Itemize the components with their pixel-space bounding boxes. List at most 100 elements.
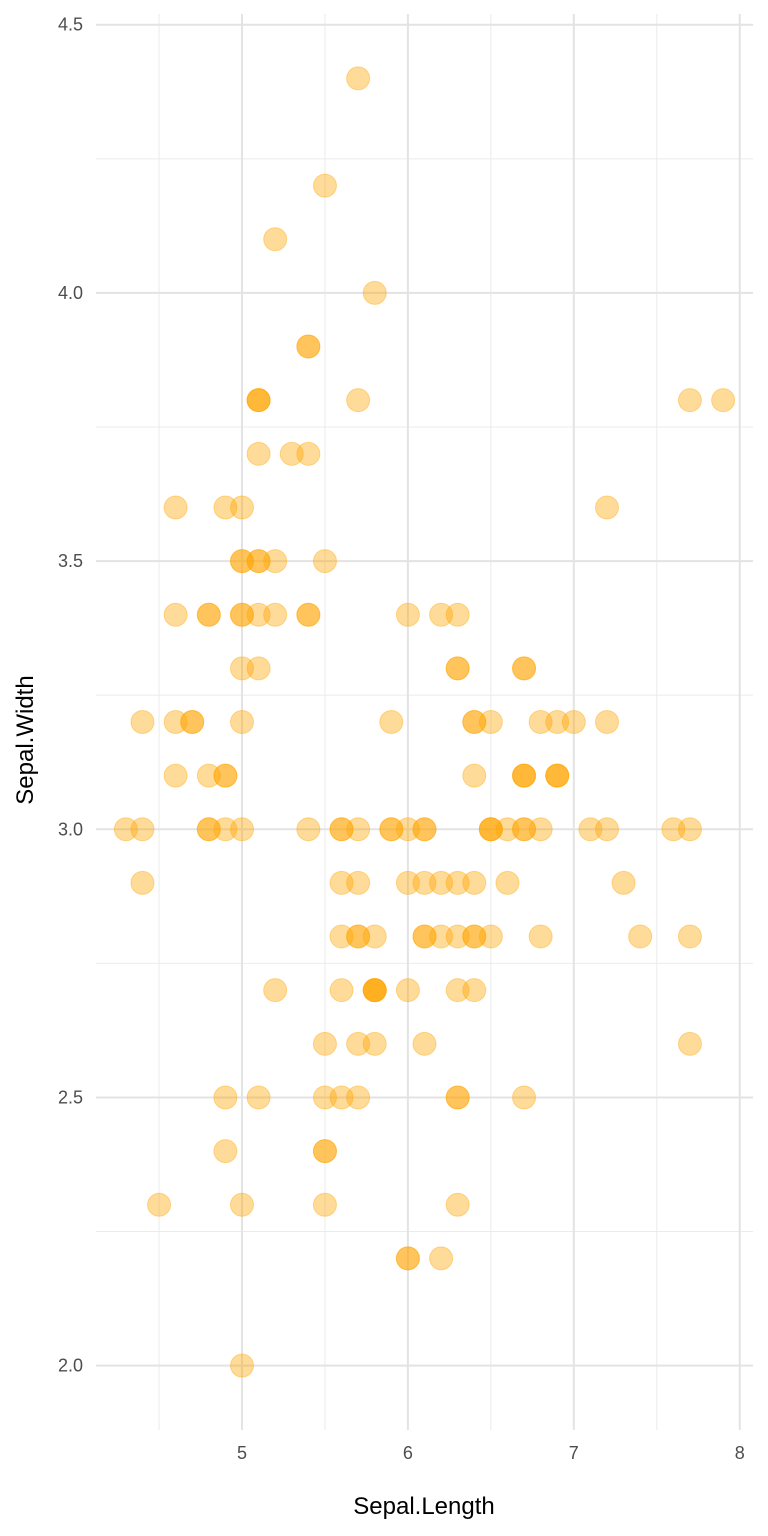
data-point (628, 924, 653, 949)
data-point (445, 870, 470, 895)
x-tick-label: 6 (403, 1443, 413, 1463)
data-point (230, 602, 254, 627)
data-point (395, 1246, 420, 1271)
data-point (329, 817, 354, 842)
data-point (180, 710, 205, 734)
x-axis-tick-labels: 5 6 7 8 (237, 1443, 745, 1463)
data-point (512, 763, 537, 788)
data-point (545, 763, 570, 788)
data-point (677, 388, 702, 413)
data-point (395, 1246, 420, 1271)
data-point (528, 817, 553, 842)
data-point (147, 1192, 172, 1217)
data-point (346, 817, 371, 842)
data-point (545, 763, 570, 788)
x-tick-label: 8 (735, 1443, 745, 1463)
data-point (346, 388, 371, 413)
y-axis-tick-labels: 2.0 2.5 3.0 3.5 4.0 4.5 (58, 15, 83, 1376)
data-point (296, 602, 321, 627)
data-point (263, 227, 288, 252)
data-point (163, 763, 188, 788)
data-point (346, 870, 371, 895)
data-point (445, 656, 470, 681)
data-point (346, 924, 371, 949)
data-point (230, 1192, 254, 1217)
data-point (478, 924, 503, 949)
data-point (362, 280, 387, 305)
data-point (512, 763, 537, 788)
data-point (445, 1085, 470, 1110)
data-point (246, 388, 271, 413)
data-point (230, 817, 254, 842)
data-point (263, 978, 288, 1003)
data-points (113, 66, 736, 1378)
data-point (379, 710, 404, 734)
data-point (395, 870, 420, 895)
data-point (445, 602, 470, 627)
data-point (512, 763, 537, 788)
data-point (512, 817, 537, 842)
data-point (495, 817, 520, 842)
data-point (445, 978, 470, 1003)
data-point (296, 334, 321, 359)
data-point (445, 1192, 470, 1217)
data-point (362, 978, 387, 1003)
data-point (246, 388, 271, 413)
data-point (478, 817, 503, 842)
data-point (346, 924, 371, 949)
data-point (213, 763, 238, 788)
data-point (213, 495, 238, 520)
data-point (462, 710, 487, 734)
data-point (196, 817, 221, 842)
data-point (412, 924, 437, 949)
data-point (312, 1085, 337, 1110)
data-point (312, 173, 337, 198)
data-point (196, 817, 221, 842)
data-point (163, 495, 188, 520)
data-point (395, 978, 420, 1003)
data-point (246, 602, 271, 627)
data-point (329, 978, 354, 1003)
data-point (711, 388, 736, 413)
data-point (379, 817, 404, 842)
data-point (561, 710, 586, 734)
data-point (595, 817, 619, 842)
data-point (429, 602, 454, 627)
data-point (312, 1192, 337, 1217)
data-point (478, 710, 503, 734)
data-point (263, 549, 288, 574)
data-point (296, 441, 321, 466)
data-point (230, 710, 254, 734)
data-point (163, 710, 188, 734)
data-point (545, 763, 570, 788)
data-point (578, 817, 603, 842)
data-point (213, 1139, 238, 1164)
data-point (246, 549, 271, 574)
data-point (395, 817, 420, 842)
data-point (346, 1031, 371, 1056)
data-point (230, 1353, 254, 1378)
data-point (296, 334, 321, 359)
data-point (312, 1031, 337, 1056)
data-point (196, 602, 221, 627)
data-point (395, 602, 420, 627)
data-point (263, 602, 288, 627)
data-point (478, 817, 503, 842)
data-point (495, 870, 520, 895)
major-gridlines (96, 14, 753, 1430)
data-point (362, 978, 387, 1003)
data-point (462, 870, 487, 895)
data-point (329, 1085, 354, 1110)
data-point (213, 1085, 238, 1110)
y-tick-label: 2.0 (58, 1356, 83, 1376)
data-point (362, 924, 387, 949)
data-point (412, 817, 437, 842)
data-point (196, 763, 221, 788)
data-point (230, 549, 254, 574)
y-tick-label: 4.0 (58, 283, 83, 303)
data-point (346, 66, 371, 91)
data-point (312, 1139, 337, 1164)
data-point (230, 602, 254, 627)
data-point (113, 817, 138, 842)
data-point (429, 1246, 454, 1271)
